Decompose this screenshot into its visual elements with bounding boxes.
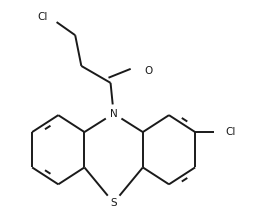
Text: N: N (110, 109, 117, 119)
Text: Cl: Cl (226, 127, 236, 137)
Text: Cl: Cl (37, 12, 47, 22)
Text: O: O (144, 66, 153, 76)
Text: S: S (110, 198, 117, 208)
